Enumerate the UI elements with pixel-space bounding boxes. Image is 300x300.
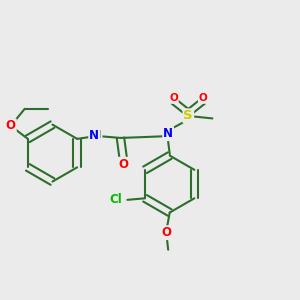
Text: N: N: [89, 129, 99, 142]
Text: N: N: [163, 127, 173, 140]
Text: S: S: [184, 110, 193, 122]
Text: O: O: [118, 158, 129, 171]
Text: O: O: [169, 93, 178, 103]
Text: H: H: [93, 130, 102, 140]
Text: O: O: [162, 226, 172, 239]
Text: O: O: [6, 119, 16, 132]
Text: O: O: [199, 93, 208, 103]
Text: Cl: Cl: [109, 193, 122, 206]
